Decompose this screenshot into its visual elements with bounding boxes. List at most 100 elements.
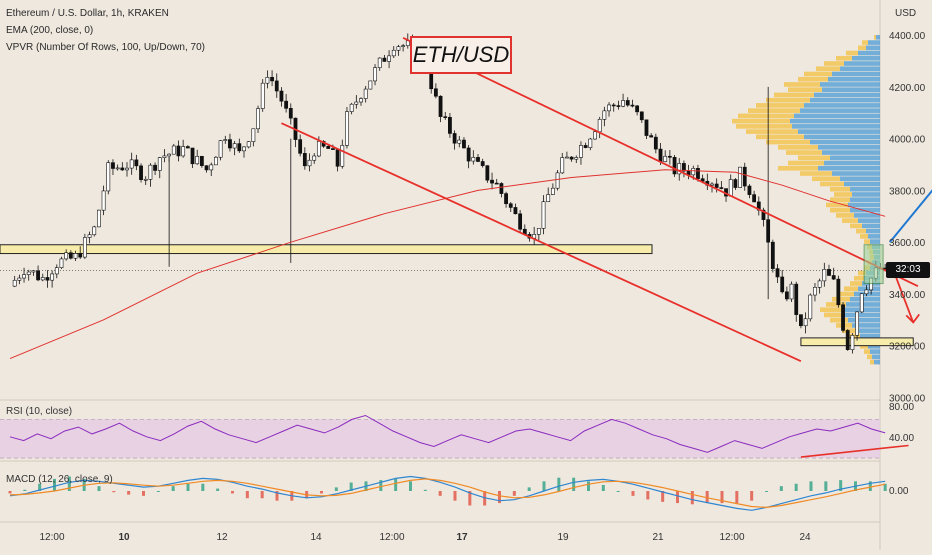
candle-body xyxy=(761,209,766,220)
candle-body xyxy=(73,253,78,259)
candle-body xyxy=(190,147,195,165)
macd-histogram-bar xyxy=(230,491,234,494)
time-tick-label: 19 xyxy=(557,532,569,543)
candle-body xyxy=(448,116,452,134)
candle-body xyxy=(813,287,817,296)
candle-body xyxy=(251,128,256,142)
time-tick-label: 14 xyxy=(310,532,322,543)
symbol-legend: Ethereum / U.S. Dollar, 1h, KRAKEN xyxy=(6,8,169,19)
candle-body xyxy=(836,278,841,306)
vpvr-down-bar xyxy=(862,40,868,45)
candle-body xyxy=(377,57,382,68)
macd-histogram-bar xyxy=(408,481,412,491)
macd-histogram-bar xyxy=(245,491,249,499)
candle-body xyxy=(354,101,359,105)
candle-body xyxy=(462,139,466,149)
vpvr-up-bar xyxy=(798,129,880,134)
macd-histogram-bar xyxy=(616,491,620,492)
forecast-down-arrowhead xyxy=(905,313,920,324)
candle-body xyxy=(518,213,523,230)
candle-body xyxy=(639,111,644,121)
vpvr-up-bar xyxy=(824,160,880,166)
vpvr-down-bar xyxy=(858,45,866,51)
macd-histogram-bar xyxy=(97,486,101,491)
candle-body xyxy=(195,156,200,165)
vpvr-down-bar xyxy=(820,307,842,313)
vpvr-down-bar xyxy=(834,192,852,197)
vpvr-up-bar xyxy=(850,197,880,203)
candle-body xyxy=(312,155,317,161)
candle-body xyxy=(864,289,869,295)
candle-body xyxy=(40,277,45,281)
candle-body xyxy=(616,105,621,107)
candle-body xyxy=(246,141,251,148)
vpvr-up-bar xyxy=(870,239,880,244)
candle-body xyxy=(490,179,494,184)
current-price-tag: 32:03 xyxy=(886,262,930,278)
macd-histogram-bar xyxy=(794,483,798,491)
candle-body xyxy=(54,267,59,275)
vpvr-up-bar xyxy=(794,113,880,119)
candle-body xyxy=(653,136,658,150)
candle-body xyxy=(260,82,265,109)
candle-body xyxy=(153,164,157,171)
vpvr-up-bar xyxy=(792,124,880,129)
macd-histogram-bar xyxy=(67,476,71,491)
candle-body xyxy=(349,103,354,112)
macd-histogram-bar xyxy=(779,486,783,491)
vpvr-down-bar xyxy=(838,291,854,297)
support-zone xyxy=(0,244,653,255)
candle-body xyxy=(199,156,204,166)
macd-histogram-bar xyxy=(542,481,546,491)
vpvr-up-bar xyxy=(830,155,880,161)
candle-body xyxy=(335,149,340,167)
macd-histogram-bar xyxy=(868,481,872,491)
candle-body xyxy=(714,183,719,188)
vpvr-up-bar xyxy=(844,61,880,66)
macd-histogram-bar xyxy=(646,491,650,500)
candle-body xyxy=(331,148,335,150)
macd-histogram-bar xyxy=(38,483,42,491)
vpvr-up-bar xyxy=(860,333,880,339)
candle-body xyxy=(373,67,377,82)
candle-body xyxy=(256,108,260,130)
candle-body xyxy=(803,318,808,327)
candle-body xyxy=(97,209,101,228)
candle-body xyxy=(387,55,391,62)
candle-body xyxy=(789,283,794,300)
candle-body xyxy=(68,252,73,259)
candle-body xyxy=(644,119,649,136)
candle-body xyxy=(536,228,541,235)
candle-body xyxy=(326,145,331,149)
candle-body xyxy=(780,276,785,293)
consolidation-box xyxy=(863,244,884,285)
time-tick-label: 17 xyxy=(456,532,468,543)
candle-body xyxy=(691,168,696,176)
macd-histogram-bar xyxy=(675,491,679,504)
vpvr-up-bar xyxy=(868,234,880,239)
macd-histogram-bar xyxy=(201,483,205,491)
vpvr-up-bar xyxy=(810,97,880,103)
candle-body xyxy=(850,335,855,350)
vpvr-up-bar xyxy=(854,213,880,218)
price-tick-label: 4200.00 xyxy=(889,83,926,94)
candle-body xyxy=(443,116,448,118)
candle-body xyxy=(401,45,406,47)
macd-histogram-bar xyxy=(497,491,501,504)
candle-body xyxy=(794,283,799,315)
candle-body xyxy=(26,271,31,275)
candle-body xyxy=(284,100,289,109)
candle-body xyxy=(270,76,274,82)
vpvr-down-bar xyxy=(816,66,840,72)
vpvr-down-bar xyxy=(766,97,810,103)
candle-body xyxy=(775,268,780,278)
rsi-tick-label: 80.00 xyxy=(889,402,914,413)
vpvr-up-bar xyxy=(868,344,880,349)
candle-body xyxy=(265,76,270,84)
candle-body xyxy=(307,159,312,167)
macd-histogram-bar xyxy=(216,488,220,491)
candle-body xyxy=(569,156,574,160)
vpvr-up-bar xyxy=(858,286,880,292)
candle-body xyxy=(101,190,106,211)
macd-histogram-bar xyxy=(438,491,442,496)
